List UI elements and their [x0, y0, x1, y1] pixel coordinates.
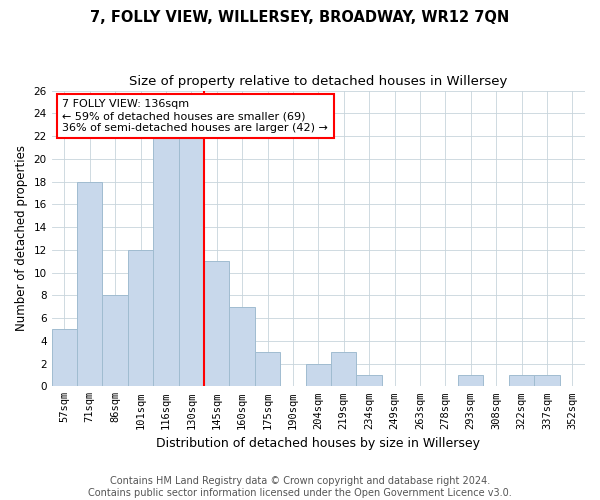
Bar	[305, 364, 331, 386]
Bar	[509, 375, 534, 386]
Bar	[534, 375, 560, 386]
Bar	[52, 330, 77, 386]
Bar	[204, 261, 229, 386]
Text: 7, FOLLY VIEW, WILLERSEY, BROADWAY, WR12 7QN: 7, FOLLY VIEW, WILLERSEY, BROADWAY, WR12…	[91, 10, 509, 25]
Bar	[458, 375, 484, 386]
Bar	[179, 136, 204, 386]
Bar	[356, 375, 382, 386]
Bar	[331, 352, 356, 386]
Bar	[229, 306, 255, 386]
Bar	[255, 352, 280, 386]
Bar	[103, 296, 128, 386]
Title: Size of property relative to detached houses in Willersey: Size of property relative to detached ho…	[129, 75, 508, 88]
Bar	[153, 136, 179, 386]
X-axis label: Distribution of detached houses by size in Willersey: Distribution of detached houses by size …	[157, 437, 481, 450]
Bar	[77, 182, 103, 386]
Bar	[128, 250, 153, 386]
Text: 7 FOLLY VIEW: 136sqm
← 59% of detached houses are smaller (69)
36% of semi-detac: 7 FOLLY VIEW: 136sqm ← 59% of detached h…	[62, 100, 328, 132]
Y-axis label: Number of detached properties: Number of detached properties	[15, 146, 28, 332]
Text: Contains HM Land Registry data © Crown copyright and database right 2024.
Contai: Contains HM Land Registry data © Crown c…	[88, 476, 512, 498]
